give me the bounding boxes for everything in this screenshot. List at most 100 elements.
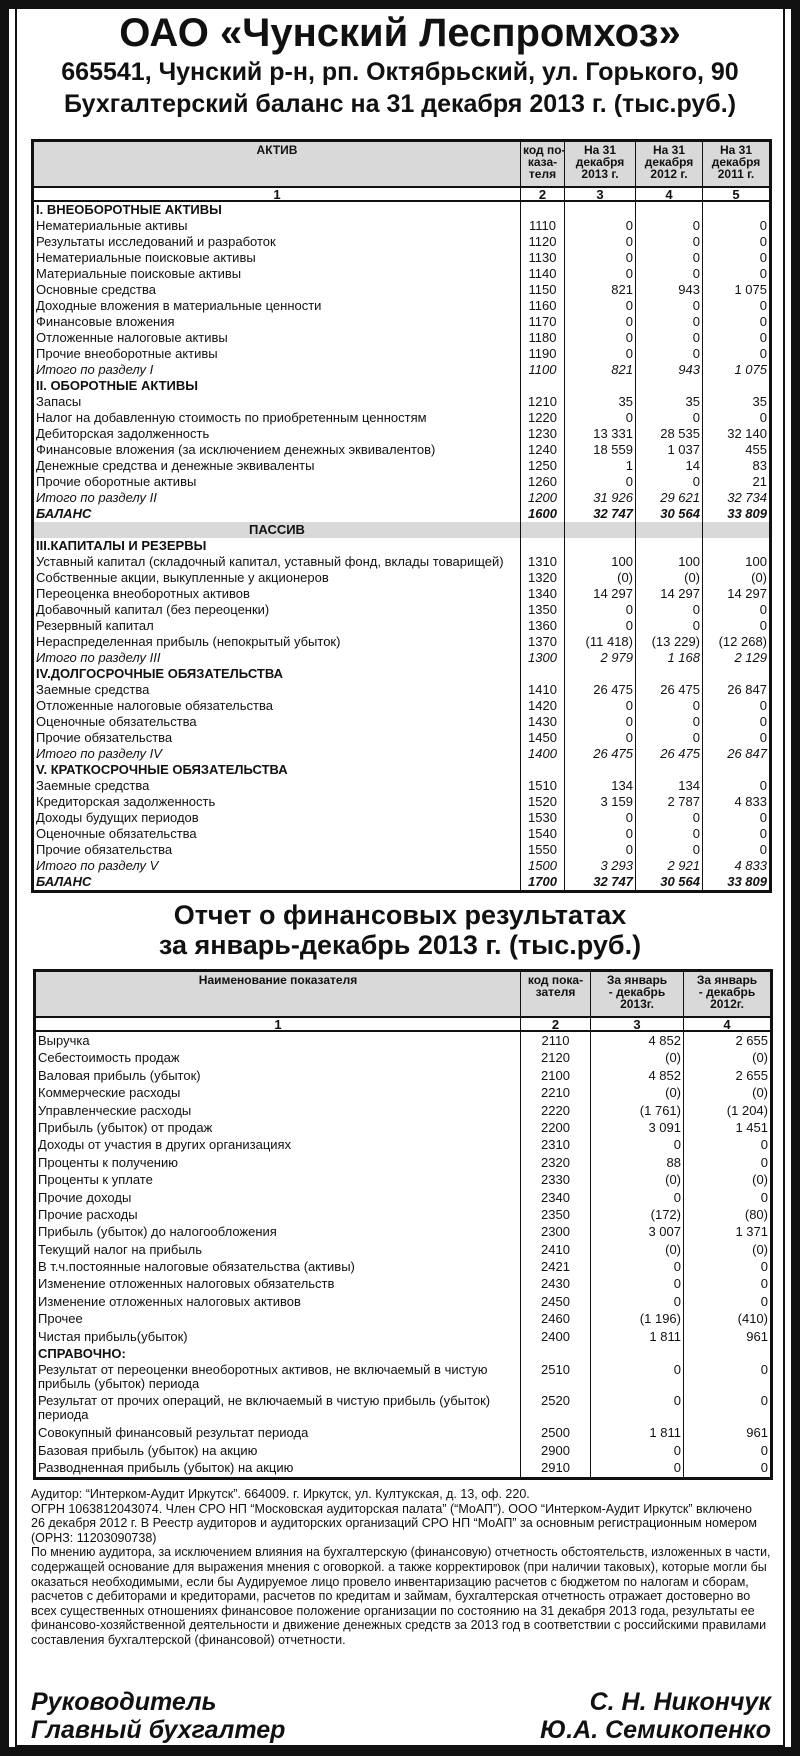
column-number: 1 xyxy=(34,188,521,201)
row-code: 1150 xyxy=(521,282,565,298)
row-value: 0 xyxy=(636,842,703,858)
table-header: АКТИВ код по- каза- теля На 31 декабря 201… xyxy=(34,142,769,188)
table-row: СПРАВОЧНО: xyxy=(36,1345,770,1363)
table-row: Кредиторская задолженность 1520 3 159 2 787… xyxy=(34,794,769,810)
row-value: 2 655 xyxy=(735,1033,768,1048)
row-code xyxy=(521,762,565,778)
row-code: 2320 xyxy=(521,1153,591,1172)
row-value: 1 168 xyxy=(636,650,703,666)
row-value: 18 559 xyxy=(565,442,636,458)
row-value: 2 921 xyxy=(636,858,703,874)
row-value: 0 xyxy=(759,314,767,329)
income-statement-table: Наименование показателя код пока- зателя З… xyxy=(33,969,773,1480)
row-code: 1170 xyxy=(521,314,565,330)
row-code: 1100 xyxy=(521,362,565,378)
row-value: 0 xyxy=(636,810,703,826)
auditor-text-line: всех существенных отношениях финансовое … xyxy=(31,1603,755,1618)
row-value: 0 xyxy=(759,266,767,281)
table-row: Прибыль (убыток) до налогообложения 2300 3… xyxy=(36,1223,770,1241)
row-value: 0 xyxy=(565,810,636,826)
row-label: Валовая прибыль (убыток) xyxy=(36,1066,521,1085)
row-value: 0 xyxy=(591,1275,684,1293)
row-value: 1 811 xyxy=(591,1327,684,1346)
table-row: Прибыль (убыток) от продаж 2200 3 091 1 451 xyxy=(36,1118,770,1137)
row-code: 1250 xyxy=(521,458,565,474)
table-row: БАЛАНС 1700 32 747 30 564 33 809 xyxy=(34,874,769,890)
row-value: (11 418) xyxy=(565,634,636,650)
row-value: 2 979 xyxy=(565,650,636,666)
row-value: 0 xyxy=(760,1154,768,1170)
row-value: 100 xyxy=(565,554,636,570)
row-value: 1 037 xyxy=(636,442,703,458)
income-statement-title: Отчет о финансовых результатах за январь… xyxy=(24,900,776,960)
row-label: Финансовые вложения (за исключением дене… xyxy=(34,442,521,458)
row-value: 35 xyxy=(636,394,703,410)
row-label: IV.ДОЛГОСРОЧНЫЕ ОБЯЗАТЕЛЬСТВА xyxy=(34,666,521,682)
row-label: Собственные акции, выкупленные у акционе… xyxy=(34,570,521,586)
row-value: 0 xyxy=(565,714,636,730)
row-value xyxy=(636,762,703,778)
row-value: (0) xyxy=(752,1172,768,1188)
company-address: 665541, Чунский р-н, рп. Октябрьский, ул… xyxy=(61,58,739,86)
column-header: АКТИВ xyxy=(34,142,521,186)
auditor-text-line: содержащей основание для выражения мнени… xyxy=(31,1559,767,1574)
row-code xyxy=(521,538,565,554)
row-value: 0 xyxy=(636,826,703,842)
row-value: (0) xyxy=(565,570,636,586)
row-code: 1190 xyxy=(521,346,565,362)
table-row: IV.ДОЛГОСРОЧНЫЕ ОБЯЗАТЕЛЬСТВА xyxy=(34,666,769,682)
row-value: 0 xyxy=(759,826,767,841)
signature-row-director: Руководитель С. Н. Никончук xyxy=(31,1688,771,1716)
column-number: 5 xyxy=(732,187,740,202)
row-value: 134 xyxy=(636,778,703,794)
document-header: ОАО «Чунский Леспромхоз» 665541, Чунский… xyxy=(24,10,776,120)
row-value: 14 297 xyxy=(636,586,703,602)
row-value: 0 xyxy=(565,330,636,346)
row-value: (0) xyxy=(751,570,767,585)
row-code xyxy=(521,666,565,682)
table-row: II. ОБОРОТНЫЕ АКТИВЫ xyxy=(34,378,769,394)
row-code xyxy=(521,378,565,394)
row-value: 0 xyxy=(760,1259,768,1275)
table-row: Прочие обязательства 1550 0 0 0 xyxy=(34,842,769,858)
row-label: БАЛАНС xyxy=(34,874,521,890)
row-value: 0 xyxy=(636,346,703,362)
row-value: 1 075 xyxy=(734,362,767,377)
column-number: 4 xyxy=(723,1017,731,1032)
row-value xyxy=(703,666,769,682)
row-value: 0 xyxy=(565,602,636,618)
row-value: 100 xyxy=(745,554,767,569)
table-row: Доходные вложения в материальные ценност… xyxy=(34,298,769,314)
row-label: Итого по разделу I xyxy=(34,362,521,378)
table-row: Финансовые вложения (за исключением дене… xyxy=(34,442,769,458)
row-code: 1310 xyxy=(521,554,565,570)
column-header: код пока- зателя xyxy=(521,972,591,1016)
row-value: 0 xyxy=(636,218,703,234)
table-row: I. ВНЕОБОРОТНЫЕ АКТИВЫ xyxy=(34,202,769,218)
table-row: Текущий налог на прибыль 2410 (0) (0) xyxy=(36,1240,770,1259)
table-row: Итого по разделу II 1200 31 926 29 621 32 73… xyxy=(34,490,769,506)
table-header: Наименование показателя код пока- зателя З… xyxy=(36,972,770,1018)
row-value xyxy=(565,202,636,218)
signature-name: Ю.А. Семикопенко xyxy=(540,1716,771,1744)
row-value: 0 xyxy=(591,1136,684,1154)
table-row: Итого по разделу V 1500 3 293 2 921 4 833 xyxy=(34,858,769,874)
table-row: Результаты исследований и разработок 1120… xyxy=(34,234,769,250)
row-value: 0 xyxy=(760,1460,768,1476)
row-value: 0 xyxy=(760,1362,768,1378)
table-row: Заемные средства 1410 26 475 26 475 26 847 xyxy=(34,682,769,698)
row-value: (172) xyxy=(591,1205,684,1224)
row-code: 1410 xyxy=(521,682,565,698)
row-code: 2300 xyxy=(521,1223,591,1241)
row-code: 1230 xyxy=(521,426,565,442)
auditor-text-line: составления бухгалтерской (финансовой) о… xyxy=(31,1632,346,1647)
row-code: 2421 xyxy=(521,1258,591,1276)
row-label: Оценочные обязательства xyxy=(34,826,521,842)
table-row: Оценочные обязательства 1430 0 0 0 xyxy=(34,714,769,730)
row-label: Результаты исследований и разработок xyxy=(34,234,521,250)
row-label: Налог на добавленную стоимость по приобр… xyxy=(34,410,521,426)
row-value: (0) xyxy=(591,1240,684,1259)
auditor-text-line: 26 декабря 2012 г. В Реестр аудиторов и … xyxy=(31,1516,758,1531)
